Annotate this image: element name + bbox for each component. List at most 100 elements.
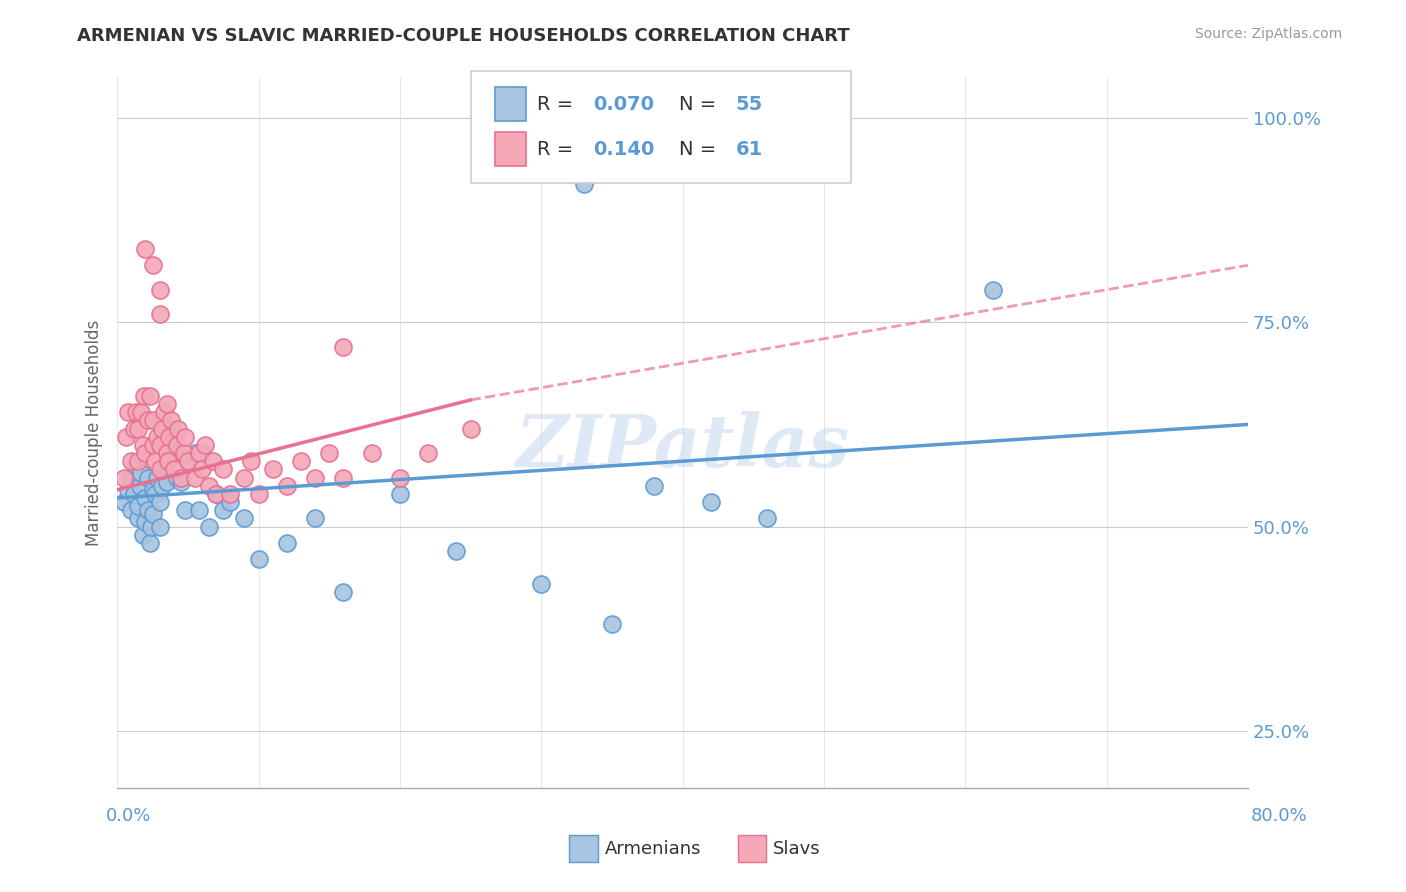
Point <box>184 470 207 484</box>
Point <box>141 258 163 272</box>
Point <box>198 478 221 492</box>
Point <box>141 438 163 452</box>
Point <box>159 430 181 444</box>
Point <box>205 487 228 501</box>
Point <box>127 511 149 525</box>
Point <box>149 438 172 452</box>
Point <box>127 421 149 435</box>
Text: ZIPatlas: ZIPatlas <box>516 411 849 483</box>
Point <box>163 462 186 476</box>
Point <box>388 470 411 484</box>
Point <box>262 462 284 476</box>
Point <box>134 516 156 530</box>
Point <box>156 475 179 489</box>
Point <box>129 405 152 419</box>
Point <box>134 446 156 460</box>
Point <box>177 454 200 468</box>
Point <box>170 470 193 484</box>
Point <box>117 405 139 419</box>
Text: 0.140: 0.140 <box>593 140 655 159</box>
Point <box>188 446 211 460</box>
Point <box>120 470 142 484</box>
Text: 0.070: 0.070 <box>593 95 654 114</box>
Point <box>202 454 225 468</box>
Point <box>117 483 139 497</box>
Point <box>136 413 159 427</box>
Point <box>156 397 179 411</box>
Point <box>212 462 235 476</box>
Point <box>152 421 174 435</box>
Text: R =: R = <box>537 95 579 114</box>
Point <box>173 446 195 460</box>
Point <box>166 438 188 452</box>
Point <box>416 446 439 460</box>
Point <box>156 446 179 460</box>
Point <box>157 454 180 468</box>
Point <box>700 495 723 509</box>
Point <box>149 283 172 297</box>
Point <box>332 340 354 354</box>
Point <box>112 495 135 509</box>
Point <box>127 454 149 468</box>
Point <box>600 617 623 632</box>
Text: N =: N = <box>679 95 723 114</box>
Point <box>143 454 166 468</box>
Point <box>160 421 183 435</box>
Point <box>756 511 779 525</box>
Point <box>153 462 176 476</box>
Point <box>530 576 553 591</box>
Point <box>128 478 150 492</box>
Point <box>247 552 270 566</box>
Point <box>145 430 167 444</box>
Point <box>139 519 162 533</box>
Point <box>134 242 156 256</box>
Point <box>219 487 242 501</box>
Point <box>332 584 354 599</box>
Point <box>149 307 172 321</box>
Point <box>177 454 200 468</box>
Point <box>174 503 197 517</box>
Point <box>276 478 298 492</box>
Point <box>145 470 167 484</box>
Point <box>156 454 179 468</box>
Point <box>132 389 155 403</box>
Text: 61: 61 <box>735 140 762 159</box>
Point <box>304 470 326 484</box>
Point <box>138 536 160 550</box>
Point <box>332 470 354 484</box>
Point <box>167 421 190 435</box>
Point <box>191 462 214 476</box>
Point <box>149 462 172 476</box>
Point <box>149 495 172 509</box>
Point <box>360 446 382 460</box>
Point <box>120 503 142 517</box>
Point <box>318 446 340 460</box>
Point <box>446 544 468 558</box>
Point <box>122 487 145 501</box>
Point <box>219 495 242 509</box>
Point <box>276 536 298 550</box>
Point <box>131 438 153 452</box>
Point <box>120 454 142 468</box>
Text: Slavs: Slavs <box>773 840 821 858</box>
Text: Armenians: Armenians <box>605 840 702 858</box>
Point <box>127 499 149 513</box>
Point <box>163 446 186 460</box>
Point <box>141 508 163 522</box>
Point <box>460 421 482 435</box>
Point <box>240 454 263 468</box>
Point <box>141 413 163 427</box>
Point <box>159 430 181 444</box>
Point <box>174 430 197 444</box>
Point <box>170 475 193 489</box>
Point <box>290 454 312 468</box>
Point <box>138 389 160 403</box>
Point <box>304 511 326 525</box>
Text: 55: 55 <box>735 95 762 114</box>
Point <box>112 470 135 484</box>
Point <box>983 283 1005 297</box>
Point <box>188 503 211 517</box>
Text: 80.0%: 80.0% <box>1251 807 1308 825</box>
Point <box>233 470 256 484</box>
Point <box>191 446 214 460</box>
